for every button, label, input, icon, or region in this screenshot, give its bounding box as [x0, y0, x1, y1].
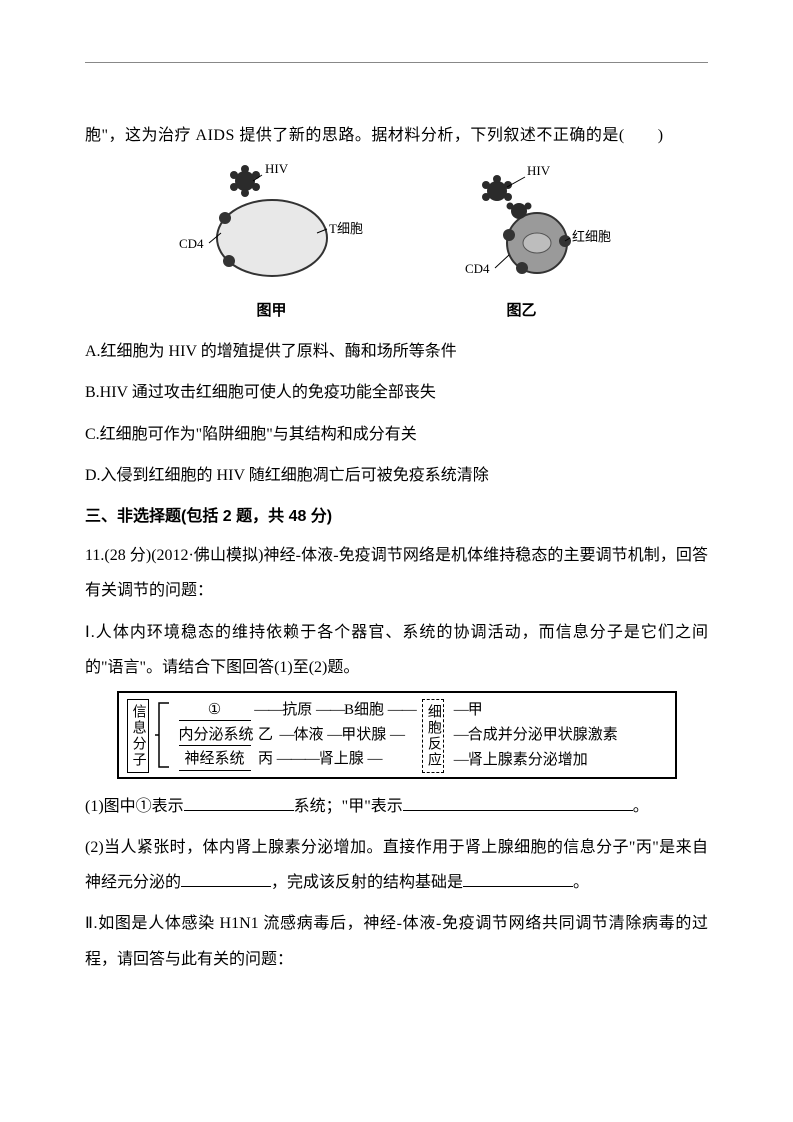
sub1-b: 系统；"甲"表示 — [294, 798, 403, 815]
sub2-c: 。 — [573, 874, 589, 891]
diagram-results: —甲 —合成并分泌甲状腺激素 —肾上腺素分泌增加 — [454, 699, 618, 773]
figure-jia: HIV CD4 T细胞 图甲 — [177, 163, 367, 328]
row1-a: 抗原 — [282, 702, 312, 718]
q10-stem-text: 胞"，这为治疗 AIDS 提供了新的思路。据材料分析，下列叙述不正确的是( ) — [85, 127, 664, 144]
label-hiv-right: HIV — [527, 163, 551, 178]
row3-sys: 神经系统 — [184, 751, 244, 767]
option-d: D.入侵到红细胞的 HIV 随红细胞凋亡后可被免疫系统清除 — [85, 458, 708, 493]
diagram-left-label: 信息分子 — [127, 699, 149, 773]
result-row3: —肾上腺素分泌增加 — [454, 751, 618, 771]
row1-b: B细胞 — [344, 702, 384, 718]
label-cd4-left: CD4 — [179, 236, 204, 251]
q10-figures: HIV CD4 T细胞 图甲 — [85, 163, 708, 328]
q11-partI: Ⅰ.人体内环境稳态的维持依赖于各个器官、系统的协调活动，而信息分子是它们之间的"… — [85, 615, 708, 685]
option-a: A.红细胞为 HIV 的增殖提供了原料、酶和场所等条件 — [85, 334, 708, 369]
row2-c: 合成并分泌甲状腺激素 — [468, 727, 618, 743]
diagram-row3: 神经系统 丙 ———肾上腺 — — [179, 750, 416, 771]
option-c: C.红细胞可作为"陷阱细胞"与其结构和成分有关 — [85, 417, 708, 452]
row3-b: 肾上腺 — [319, 751, 364, 767]
result-row1: —甲 — [454, 701, 618, 721]
diagram-row2: 内分泌系统 乙 —体液 —甲状腺 — — [179, 726, 416, 747]
diagram-mid-label: 细胞反应 — [422, 699, 444, 773]
figure-yi-svg: HIV 红细胞 CD4 — [427, 163, 617, 293]
label-tcell: T细胞 — [329, 221, 363, 236]
q11-sub2: (2)当人紧张时，体内肾上腺素分泌增加。直接作用于肾上腺细胞的信息分子"丙"是来… — [85, 830, 708, 900]
sub2-b: ，完成该反射的结构基础是 — [271, 874, 463, 891]
diagram-bracket-left — [155, 699, 173, 771]
label-hiv-left: HIV — [265, 163, 289, 176]
sub1-c: 。 — [633, 798, 649, 815]
row2-b: 甲状腺 — [341, 727, 386, 743]
diagram-rows: ① ——抗原 ——B细胞 —— 内分泌系统 乙 —体液 —甲状腺 — 神经系统 … — [179, 699, 416, 773]
blank-1a[interactable] — [184, 793, 294, 811]
diagram-row1: ① ——抗原 ——B细胞 —— — [179, 701, 416, 722]
figure-yi-caption: 图乙 — [427, 295, 617, 328]
label-rbc: 红细胞 — [572, 229, 611, 244]
row2-a: 体液 — [294, 727, 324, 743]
figure-yi: HIV 红细胞 CD4 图乙 — [427, 163, 617, 328]
sub1-a: (1)图中①表示 — [85, 798, 184, 815]
row1-c: 甲 — [468, 702, 483, 718]
row3-c: 肾上腺素分泌增加 — [468, 752, 588, 768]
figure-jia-svg: HIV CD4 T细胞 — [177, 163, 367, 293]
row3-mid: 丙 — [258, 751, 273, 767]
option-b: B.HIV 通过攻击红细胞可使人的免疫功能全部丧失 — [85, 375, 708, 410]
q10-options: A.红细胞为 HIV 的增殖提供了原料、酶和场所等条件 B.HIV 通过攻击红细… — [85, 334, 708, 493]
q10-stem-continued: 胞"，这为治疗 AIDS 提供了新的思路。据材料分析，下列叙述不正确的是( ) — [85, 118, 708, 153]
result-row2: —合成并分泌甲状腺激素 — [454, 726, 618, 746]
blank-2b[interactable] — [463, 870, 573, 888]
blank-1b[interactable] — [403, 793, 633, 811]
row1-circle: ① — [208, 702, 221, 718]
q11-partII: Ⅱ.如图是人体感染 H1N1 流感病毒后，神经-体液-免疫调节网络共同调节清除病… — [85, 906, 708, 976]
figure-jia-caption: 图甲 — [177, 295, 367, 328]
page-top-rule — [85, 62, 708, 63]
section3-heading: 三、非选择题(包括 2 题，共 48 分) — [85, 499, 708, 534]
row2-mid: 乙 — [258, 727, 273, 743]
label-cd4-right: CD4 — [465, 261, 490, 276]
blank-2a[interactable] — [181, 870, 271, 888]
q11-stem: 11.(28 分)(2012·佛山模拟)神经-体液-免疫调节网络是机体维持稳态的… — [85, 538, 708, 608]
row2-sys: 内分泌系统 — [179, 727, 254, 743]
q11-diagram: 信息分子 ① ——抗原 ——B细胞 —— 内分泌系统 乙 —体液 —甲状腺 — … — [117, 691, 677, 779]
q11-sub1: (1)图中①表示 系统；"甲"表示 。 — [85, 789, 708, 824]
